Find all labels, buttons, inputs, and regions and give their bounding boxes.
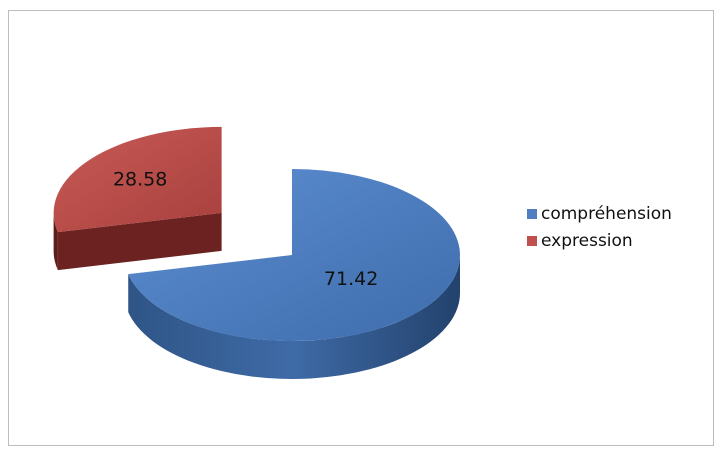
pie-slice-expression bbox=[53, 126, 222, 271]
legend-swatch-expression bbox=[527, 235, 537, 246]
legend-item-expression: expression bbox=[527, 227, 672, 254]
legend-label-expression: expression bbox=[541, 230, 633, 251]
legend-swatch-comprhension bbox=[527, 208, 537, 219]
pie-slice-comprhension bbox=[128, 169, 461, 379]
legend-label-comprhension: compréhension bbox=[541, 203, 672, 224]
data-label-expression: 28.58 bbox=[113, 169, 167, 191]
data-label-comprhension: 71.42 bbox=[324, 268, 378, 290]
legend-item-comprhension: compréhension bbox=[527, 200, 672, 227]
legend: compréhension expression bbox=[527, 200, 672, 254]
